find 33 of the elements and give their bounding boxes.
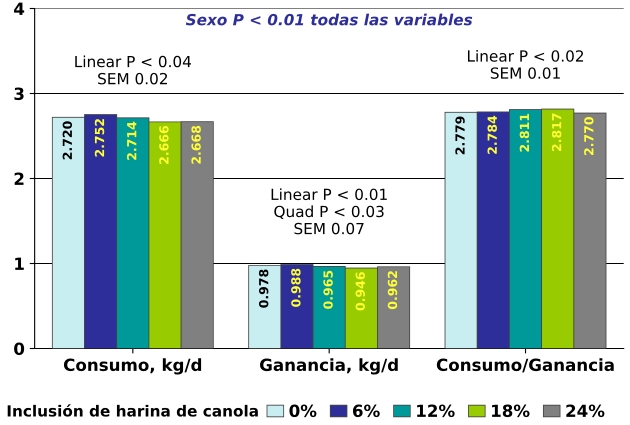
annotation: Sexo P < 0.01 todas las variables xyxy=(186,14,472,26)
x-tick-label: Consumo, kg/d xyxy=(64,358,202,374)
x-tick-label: Consumo/Ganancia xyxy=(436,358,614,372)
data-label: 2.770 xyxy=(584,117,594,155)
data-label: 0.965 xyxy=(323,270,333,309)
data-label: 2.714 xyxy=(126,122,136,160)
annotation: Linear P < 0.04 SEM 0.02 xyxy=(75,55,192,84)
legend-label: 18% xyxy=(492,404,530,418)
x-tick-label: Ganancia, kg/d xyxy=(260,358,398,374)
y-tick-label: 0 xyxy=(14,342,24,356)
data-label: 2.811 xyxy=(520,114,530,152)
annotation: Linear P < 0.02 SEM 0.01 xyxy=(468,50,584,79)
data-label: 0.946 xyxy=(356,272,366,310)
data-label: 2.666 xyxy=(159,126,169,164)
data-label: 2.779 xyxy=(455,116,465,154)
data-label: 2.668 xyxy=(191,126,201,164)
y-tick-label: 4 xyxy=(14,2,24,15)
legend-title: Inclusión de harina de canola xyxy=(8,404,258,417)
data-label: 0.988 xyxy=(291,268,301,307)
legend-label: 12% xyxy=(417,404,455,418)
data-label: 0.962 xyxy=(388,271,398,310)
y-tick-label: 3 xyxy=(14,87,24,100)
legend-label: 0% xyxy=(289,404,316,418)
data-label: 0.978 xyxy=(258,270,268,308)
legend-label: 6% xyxy=(352,404,380,418)
data-label: 2.817 xyxy=(552,113,562,152)
data-label: 2.752 xyxy=(94,119,104,157)
y-tick-label: 2 xyxy=(14,172,24,185)
data-label: 2.784 xyxy=(487,116,497,154)
annotation: Linear P < 0.01 Quad P < 0.03 SEM 0.07 xyxy=(272,188,387,234)
y-tick-label: 1 xyxy=(15,258,24,270)
legend-label: 24% xyxy=(566,404,604,418)
data-label: 2.720 xyxy=(62,121,72,160)
